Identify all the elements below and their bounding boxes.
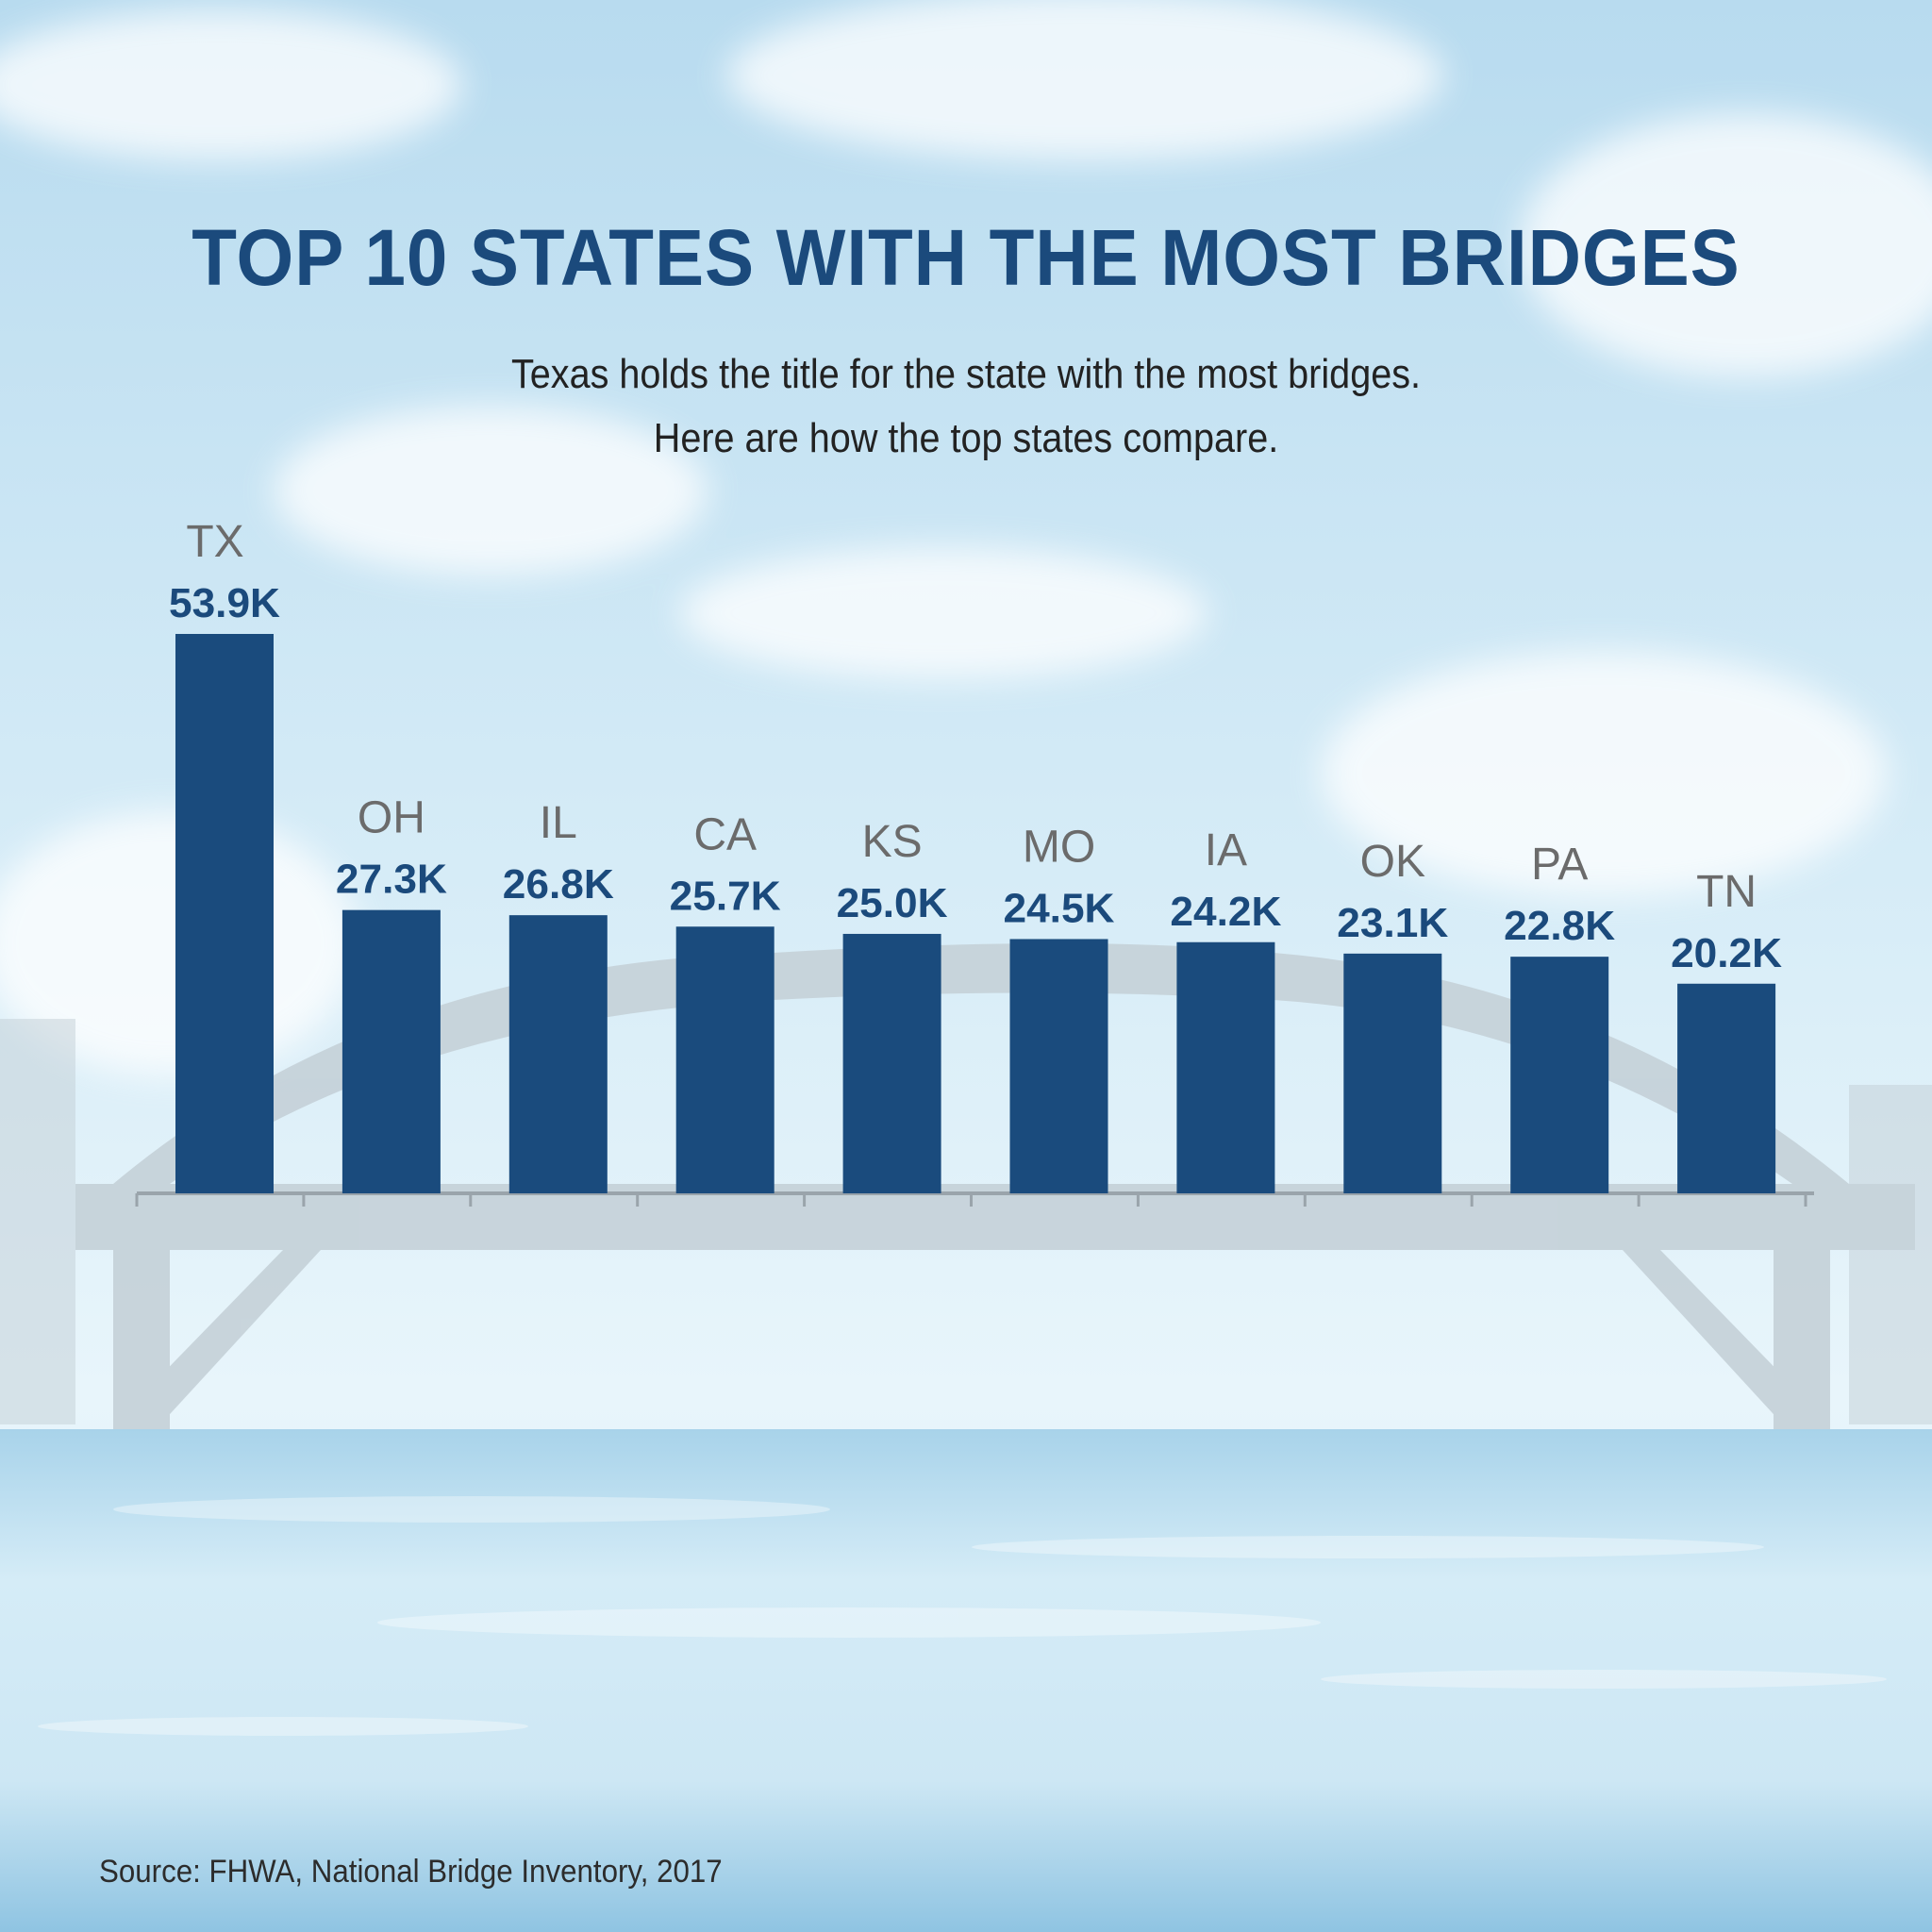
chart-title: TOP 10 STATES WITH THE MOST BRIDGES [192, 213, 1740, 302]
value-label-pa: 22.8K [1504, 903, 1615, 949]
value-label-il: 26.8K [503, 861, 614, 908]
category-label-ok: OK [1360, 837, 1425, 887]
value-label-mo: 24.5K [1004, 885, 1115, 931]
category-label-tx: TX [186, 517, 243, 567]
category-label-mo: MO [1023, 822, 1095, 872]
value-label-ok: 23.1K [1337, 900, 1448, 946]
category-label-pa: PA [1531, 840, 1588, 890]
category-label-il: IL [540, 798, 577, 848]
water-ripples [38, 1496, 1887, 1736]
bar-pa [1510, 957, 1609, 1193]
value-label-tx: 53.9K [169, 580, 280, 626]
bar-labels: 53.9K TX 27.3K OH 26.8K IL 25.7K CA 25.0K KS 24.5K… [169, 517, 1782, 976]
value-label-ca: 25.7K [670, 873, 781, 919]
subtitle-line-2: Here are how the top states compare. [653, 415, 1279, 461]
value-label-tn: 20.2K [1671, 930, 1782, 976]
value-label-ks: 25.0K [837, 880, 948, 926]
bar-mo [1009, 939, 1108, 1193]
source-note: Source: FHWA, National Bridge Inventory,… [99, 1854, 723, 1890]
bar-oh [341, 909, 441, 1193]
bar-tx [175, 634, 274, 1193]
bars [175, 634, 1776, 1193]
bar-ks [842, 933, 941, 1193]
category-label-ca: CA [693, 809, 757, 859]
value-label-ia: 24.2K [1170, 889, 1281, 935]
value-label-oh: 27.3K [336, 857, 447, 903]
category-label-ks: KS [862, 817, 923, 867]
category-label-tn: TN [1696, 867, 1757, 917]
category-label-oh: OH [358, 793, 425, 843]
bar-il [508, 915, 608, 1193]
subtitle-line-1: Texas holds the title for the state with… [510, 351, 1422, 397]
x-axis [135, 1191, 1814, 1207]
bar-tn [1677, 983, 1776, 1193]
bar-ok [1343, 953, 1442, 1193]
bar-ia [1176, 941, 1275, 1193]
category-label-ia: IA [1205, 825, 1247, 875]
bar-ca [675, 926, 774, 1193]
